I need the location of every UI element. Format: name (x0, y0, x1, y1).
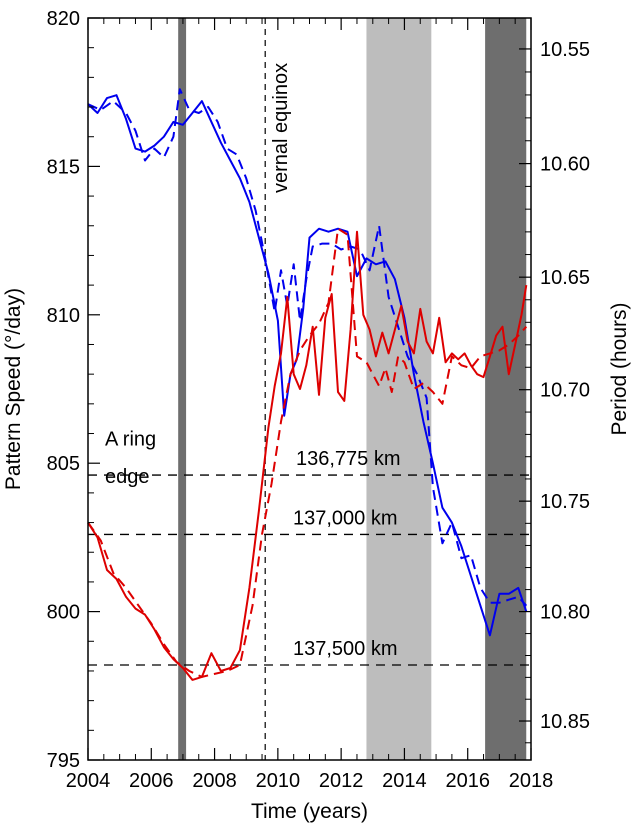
reference-lines (88, 474, 531, 666)
shaded-band-2 (485, 18, 527, 760)
y-tick-label-2: 805 (47, 453, 80, 475)
y2-axis-label: Period (hours) (608, 302, 631, 435)
a-ring-label-line2: edge (105, 466, 150, 488)
axis-ticks (87, 17, 532, 761)
x-tick-label-2: 2008 (192, 770, 237, 792)
shaded-bands (178, 18, 527, 760)
x-tick-label-6: 2016 (445, 770, 490, 792)
vernal-equinox-label: vernal equinox (270, 63, 292, 193)
y-axis-label: Pattern Speed (°/day) (2, 288, 25, 490)
y2-tick-label-4: 10.75 (540, 491, 590, 513)
ref-label-137500: 137,500 km (293, 638, 398, 660)
series-line-1 (87, 88, 528, 607)
x-tick-label-5: 2014 (382, 770, 427, 792)
y-tick-label-5: 820 (47, 8, 80, 30)
y-tick-label-4: 815 (47, 156, 80, 178)
y-tick-label-0: 795 (47, 750, 80, 772)
tick-labels: 2004 2006 2008 2010 2012 2014 2016 2018 795 800 80… (47, 8, 590, 792)
x-tick-label-7: 2018 (509, 770, 554, 792)
shaded-band-0 (178, 18, 187, 760)
x-tick-label-0: 2004 (66, 770, 111, 792)
shaded-band-1 (366, 18, 432, 760)
a-ring-label-line1: A ring (105, 428, 156, 450)
ref-label-136775: 136,775 km (296, 448, 401, 470)
x-tick-label-3: 2010 (256, 770, 301, 792)
x-axis-label: Time (years) (251, 800, 368, 823)
y2-tick-label-6: 10.85 (540, 711, 590, 733)
y2-tick-label-5: 10.80 (540, 602, 590, 624)
y2-tick-label-3: 10.70 (540, 380, 590, 402)
series-line-2 (87, 230, 528, 681)
x-tick-label-4: 2012 (319, 770, 364, 792)
y2-tick-label-1: 10.60 (540, 154, 590, 176)
y2-tick-label-0: 10.55 (540, 39, 590, 61)
series-lines (87, 88, 528, 681)
y-tick-label-3: 810 (47, 305, 80, 327)
y-tick-label-1: 800 (47, 602, 80, 624)
series-line-0 (87, 94, 528, 637)
ref-label-137000: 137,000 km (293, 507, 398, 529)
x-tick-label-1: 2006 (129, 770, 174, 792)
y2-tick-label-2: 10.65 (540, 267, 590, 289)
